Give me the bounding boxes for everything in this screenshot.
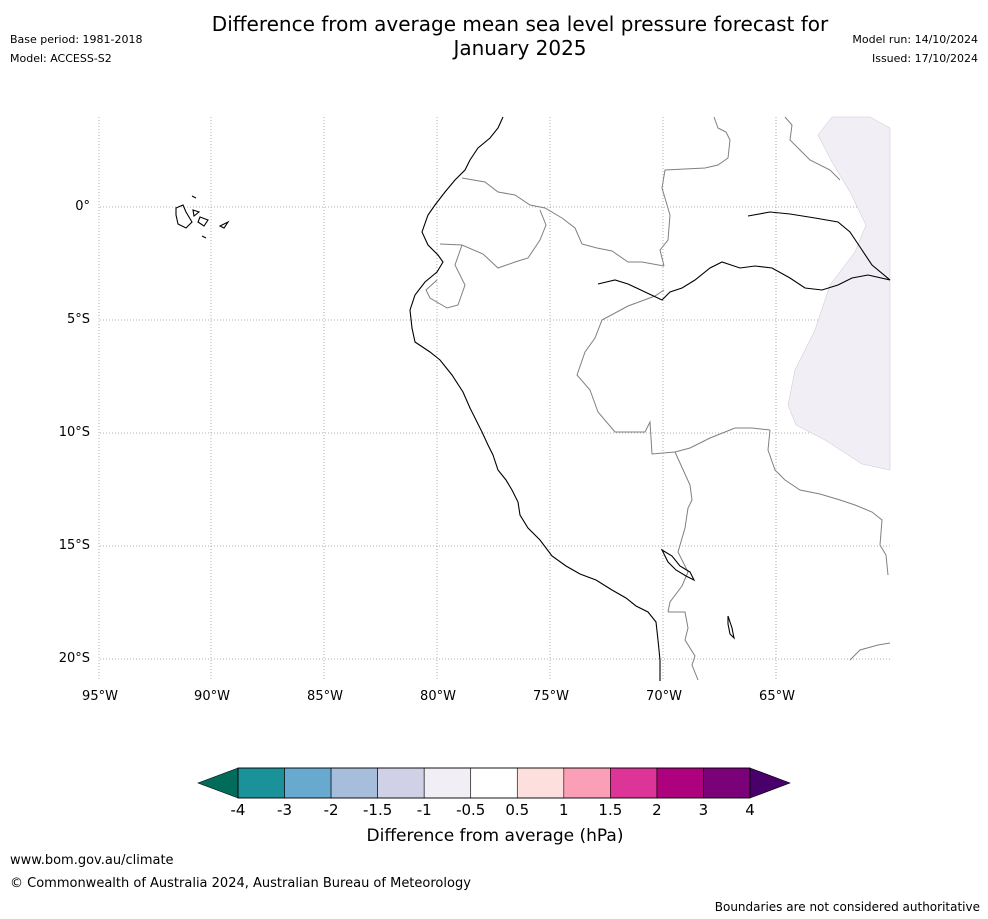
- lake-titicaca: [660, 548, 696, 582]
- lon-label-85w: 85°W: [307, 689, 343, 704]
- colorbar-cell: [656, 767, 704, 799]
- border-colombia-venezuela: [659, 116, 731, 267]
- colorbar-cell: [330, 767, 378, 799]
- colorbar-tick-label: 1.5: [598, 801, 623, 819]
- colorbar-tick-label: -4: [230, 801, 246, 819]
- islands-galapagos: [175, 195, 230, 239]
- title-line-2: January 2025: [453, 36, 587, 60]
- colorbar-tick-label: 4: [745, 801, 755, 819]
- model-run-label: Model run: 14/10/2024: [852, 33, 978, 46]
- colorbar-cell: [563, 767, 611, 799]
- colorbar-tick-label: 2: [652, 801, 662, 819]
- colorbar-cell: [377, 767, 425, 799]
- issued-label: Issued: 17/10/2024: [871, 52, 978, 65]
- colorbar-tick-label: -2: [323, 801, 339, 819]
- border-bolivia-brazil: [767, 429, 889, 576]
- border-venezuela-guyana: [784, 116, 841, 181]
- colorbar-cell: [423, 767, 472, 799]
- border-ecuador-peru: [425, 209, 547, 309]
- river-amazon: [597, 261, 891, 301]
- colorbar-cell: [703, 767, 751, 799]
- colorbar-cell: [610, 767, 658, 799]
- coastline-pacific: [409, 116, 661, 681]
- colorbar-cell: [516, 767, 565, 799]
- colorbar-tick-label: -0.5: [456, 801, 486, 819]
- lat-label-10s: 10°S: [58, 425, 90, 440]
- lat-label-5s: 5°S: [66, 312, 90, 327]
- colorbar-cell: [237, 767, 285, 799]
- lon-label-95w: 95°W: [82, 689, 118, 704]
- model-label: Model: ACCESS-S2: [10, 52, 112, 65]
- lat-label-0: 0°: [75, 199, 90, 214]
- colorbar-outline: [237, 767, 751, 799]
- title-line-1: Difference from average mean sea level p…: [211, 12, 829, 36]
- lon-label-70w: 70°W: [646, 689, 682, 704]
- colorbar-title: Difference from average (hPa): [366, 826, 624, 846]
- colorbar-high-arrow: [749, 767, 791, 799]
- colorbar-tick-label: -1: [416, 801, 432, 819]
- boundaries-disclaimer: Boundaries are not considered authoritat…: [714, 900, 980, 914]
- colorbar-cell: [284, 767, 332, 799]
- copyright-notice: © Commonwealth of Australia 2024, Austra…: [10, 876, 471, 891]
- country-borders: [425, 116, 891, 681]
- site-url: www.bom.gov.au/climate: [10, 853, 174, 868]
- border-brazil-east: [849, 642, 891, 661]
- lon-label-65w: 65°W: [759, 689, 795, 704]
- coastlines: [175, 116, 891, 681]
- lon-label-90w: 90°W: [194, 689, 230, 704]
- colorbar-tick-label: -1.5: [362, 801, 393, 819]
- colorbar-cells: [237, 767, 751, 799]
- lon-label-80w: 80°W: [420, 689, 456, 704]
- colorbar-tick-label: 0.5: [505, 801, 530, 819]
- colorbar-cell: [470, 767, 518, 799]
- lake-poopo: [727, 615, 735, 640]
- base-period-label: Base period: 1981-2018: [10, 33, 143, 46]
- colorbar-tick-label: -3: [277, 801, 293, 819]
- lon-label-75w: 75°W: [533, 689, 569, 704]
- colorbar-tick-label: 3: [698, 801, 709, 819]
- lat-label-15s: 15°S: [58, 538, 90, 553]
- lat-label-20s: 20°S: [58, 651, 90, 666]
- anomaly-region: [787, 116, 891, 471]
- border-peru-brazil: [576, 289, 771, 455]
- chart-title: Difference from average mean sea level p…: [120, 12, 920, 60]
- border-peru-bolivia: [667, 451, 693, 613]
- river-negro: [747, 211, 891, 281]
- border-colombia-ecuador: [461, 177, 665, 267]
- border-peru-chile: [668, 611, 699, 681]
- colorbar-tick-label: 1: [559, 801, 569, 819]
- colorbar-low-arrow: [197, 767, 239, 799]
